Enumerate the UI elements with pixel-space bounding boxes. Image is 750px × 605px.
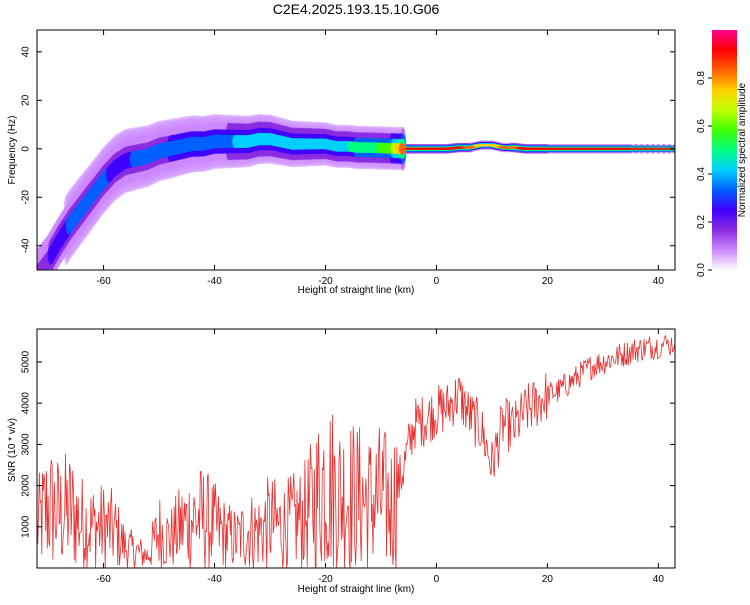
spectrogram-ridge-cell xyxy=(632,147,641,150)
snr-xtick-label: -20 xyxy=(318,574,333,585)
spectrogram-xtick-label: 20 xyxy=(542,276,554,287)
snr-xtick-label: 0 xyxy=(434,574,440,585)
snr-ytick-label: 1000 xyxy=(21,515,32,538)
colorbar-scale xyxy=(712,30,737,270)
spectrogram-heatmap xyxy=(37,113,675,270)
colorbar: 0.0 0.2 0.4 0.6 0.8 Normalized spectral ampl… xyxy=(696,30,748,277)
spectrogram-ridge-cell xyxy=(637,147,646,150)
colorbar-tick-label: 0.2 xyxy=(696,215,707,229)
spectrogram-ytick-label: -20 xyxy=(21,190,32,205)
spectrogram-ytick-label: 40 xyxy=(21,46,32,58)
snr-xlabel: Height of straight line (km) xyxy=(298,584,415,595)
spectrogram-xtick-label: 0 xyxy=(434,276,440,287)
colorbar-ticks: 0.0 0.2 0.4 0.6 0.8 xyxy=(696,71,712,277)
snr-xtick-label: -40 xyxy=(207,574,222,585)
spectrogram-ridge-cell xyxy=(643,147,652,150)
spectrogram-xtick-label: -20 xyxy=(318,276,333,287)
spectrogram-ridge-cell xyxy=(654,147,663,150)
spectrogram-ylabel: Frequency (Hz) xyxy=(7,116,18,185)
snr-xtick-label: 20 xyxy=(542,574,554,585)
snr-plot-area xyxy=(37,329,675,568)
snr-ticks: -60 -40 -20 0 20 40 1000 2000 3000 4000 5000 xyxy=(21,329,675,585)
colorbar-tick-label: 0.6 xyxy=(696,119,707,133)
snr-ytick-label: 3000 xyxy=(21,433,32,456)
spectrogram-ytick-label: 20 xyxy=(21,94,32,106)
snr-ytick-label: 2000 xyxy=(21,474,32,497)
spectrogram-xtick-label: 40 xyxy=(653,276,665,287)
spectrogram-ytick-label: 0 xyxy=(21,146,32,152)
snr-ytick-label: 5000 xyxy=(21,350,32,373)
spectrogram-ridge-cell xyxy=(648,147,657,150)
spectrogram-ridge-cell xyxy=(665,147,674,150)
snr-series-line xyxy=(37,335,675,568)
spectrogram-frame xyxy=(36,29,676,271)
colorbar-tick-label: 0.8 xyxy=(696,71,707,85)
snr-xtick-label: 40 xyxy=(653,574,665,585)
colorbar-tick-label: 0.0 xyxy=(696,263,707,277)
spectrogram-ticks: -60 -40 -20 0 20 40 -40 -20 0 20 40 xyxy=(21,30,675,287)
snr-ytick-label: 4000 xyxy=(21,392,32,415)
spectrogram-xlabel: Height of straight line (km) xyxy=(298,285,415,296)
spectrogram-ytick-label: -40 xyxy=(21,238,32,253)
colorbar-label: Normalized spectral amplitude xyxy=(737,82,748,217)
colorbar-tick-label: 0.4 xyxy=(696,167,707,181)
spectrogram-xtick-label: -40 xyxy=(207,276,222,287)
snr-panel: -60 -40 -20 0 20 40 1000 2000 3000 4000 5000 Heigh… xyxy=(7,328,676,595)
figure-title: C2E4.2025.193.15.10.G06 xyxy=(273,1,440,17)
spectrogram-xtick-label: -60 xyxy=(96,276,111,287)
snr-xtick-label: -60 xyxy=(96,574,111,585)
snr-ylabel: SNR (10 * v/v) xyxy=(7,418,18,482)
spectrogram-ridge-cell xyxy=(659,147,668,150)
spectrogram-panel: -60 -40 -20 0 20 40 -40 -20 0 20 40 Height of stra… xyxy=(7,29,676,296)
snr-frame xyxy=(36,328,676,569)
spectrogram-ridge-cell xyxy=(626,147,635,150)
